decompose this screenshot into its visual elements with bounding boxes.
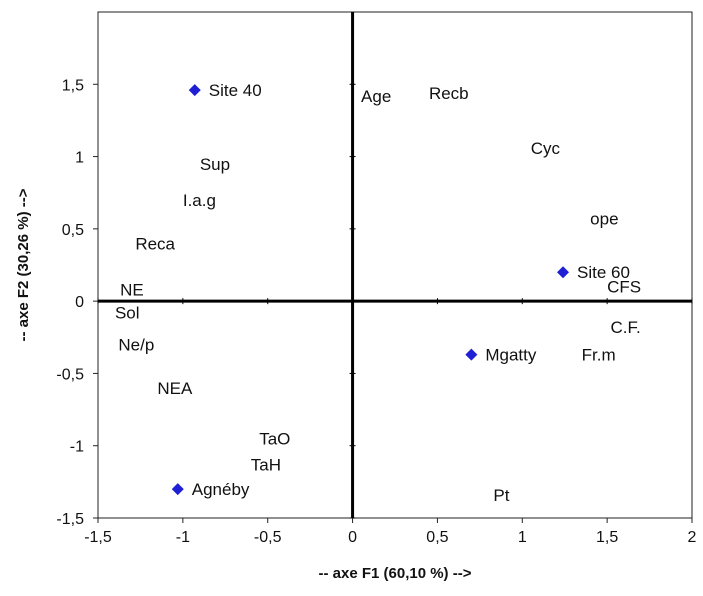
y-tick-label: 0 <box>75 294 84 311</box>
site-marker <box>557 266 570 279</box>
variable-label: Reca <box>135 234 175 253</box>
variable-label: NEA <box>157 379 193 398</box>
site-label: Site 40 <box>209 81 262 100</box>
site-marker <box>171 483 184 496</box>
x-axis-title: -- axe F1 (60,10 %) --> <box>319 565 472 582</box>
site-marker <box>465 348 478 361</box>
x-tick-label: -0,5 <box>254 529 282 546</box>
y-tick-label: -0,5 <box>56 366 84 383</box>
x-tick-label: -1 <box>176 529 190 546</box>
x-tick-label: 2 <box>688 529 697 546</box>
variable-label: C.F. <box>611 318 641 337</box>
plot-layer: -1,5 -1 -0,5 0 0,5 1 1,5 2 -1,5 -1 -0,5 0 0,5 1 1,5 Sit… <box>56 11 697 546</box>
site-label: Mgatty <box>485 346 537 365</box>
variable-label: ope <box>590 210 618 229</box>
x-tick-label: -1,5 <box>84 529 112 546</box>
site-marker <box>188 84 201 97</box>
y-axis-title: -- axe F2 (30,26 %) --> <box>15 188 32 341</box>
y-tick-label: -1 <box>70 439 84 456</box>
variable-label: Sol <box>115 304 140 323</box>
variable-label: Recb <box>429 84 469 103</box>
variable-label: I.a.g <box>183 191 216 210</box>
x-tick-label: 1,5 <box>596 529 618 546</box>
x-tick-label: 1 <box>518 529 527 546</box>
variable-label: Ne/p <box>118 336 154 355</box>
variable-label: TaH <box>251 456 281 475</box>
variable-label: Fr.m <box>582 346 616 365</box>
site-label: Site 60 <box>577 263 630 282</box>
y-tick-label: 1,5 <box>62 77 84 94</box>
y-tick-label: -1,5 <box>56 511 84 528</box>
variable-label: Cyc <box>531 139 561 158</box>
variable-label: NE <box>120 281 144 300</box>
variable-label: TaO <box>259 429 290 448</box>
variable-label: Pt <box>493 486 509 505</box>
x-tick-label: 0,5 <box>426 529 448 546</box>
y-tick-label: 0,5 <box>62 222 84 239</box>
x-tick-label: 0 <box>348 529 357 546</box>
site-label: Agnéby <box>192 480 250 499</box>
variable-label: Age <box>361 87 391 106</box>
variable-label: Sup <box>200 155 230 174</box>
variable-label: CFS <box>607 278 641 297</box>
plot-frame <box>97 11 693 519</box>
y-tick-label: 1 <box>75 150 84 167</box>
